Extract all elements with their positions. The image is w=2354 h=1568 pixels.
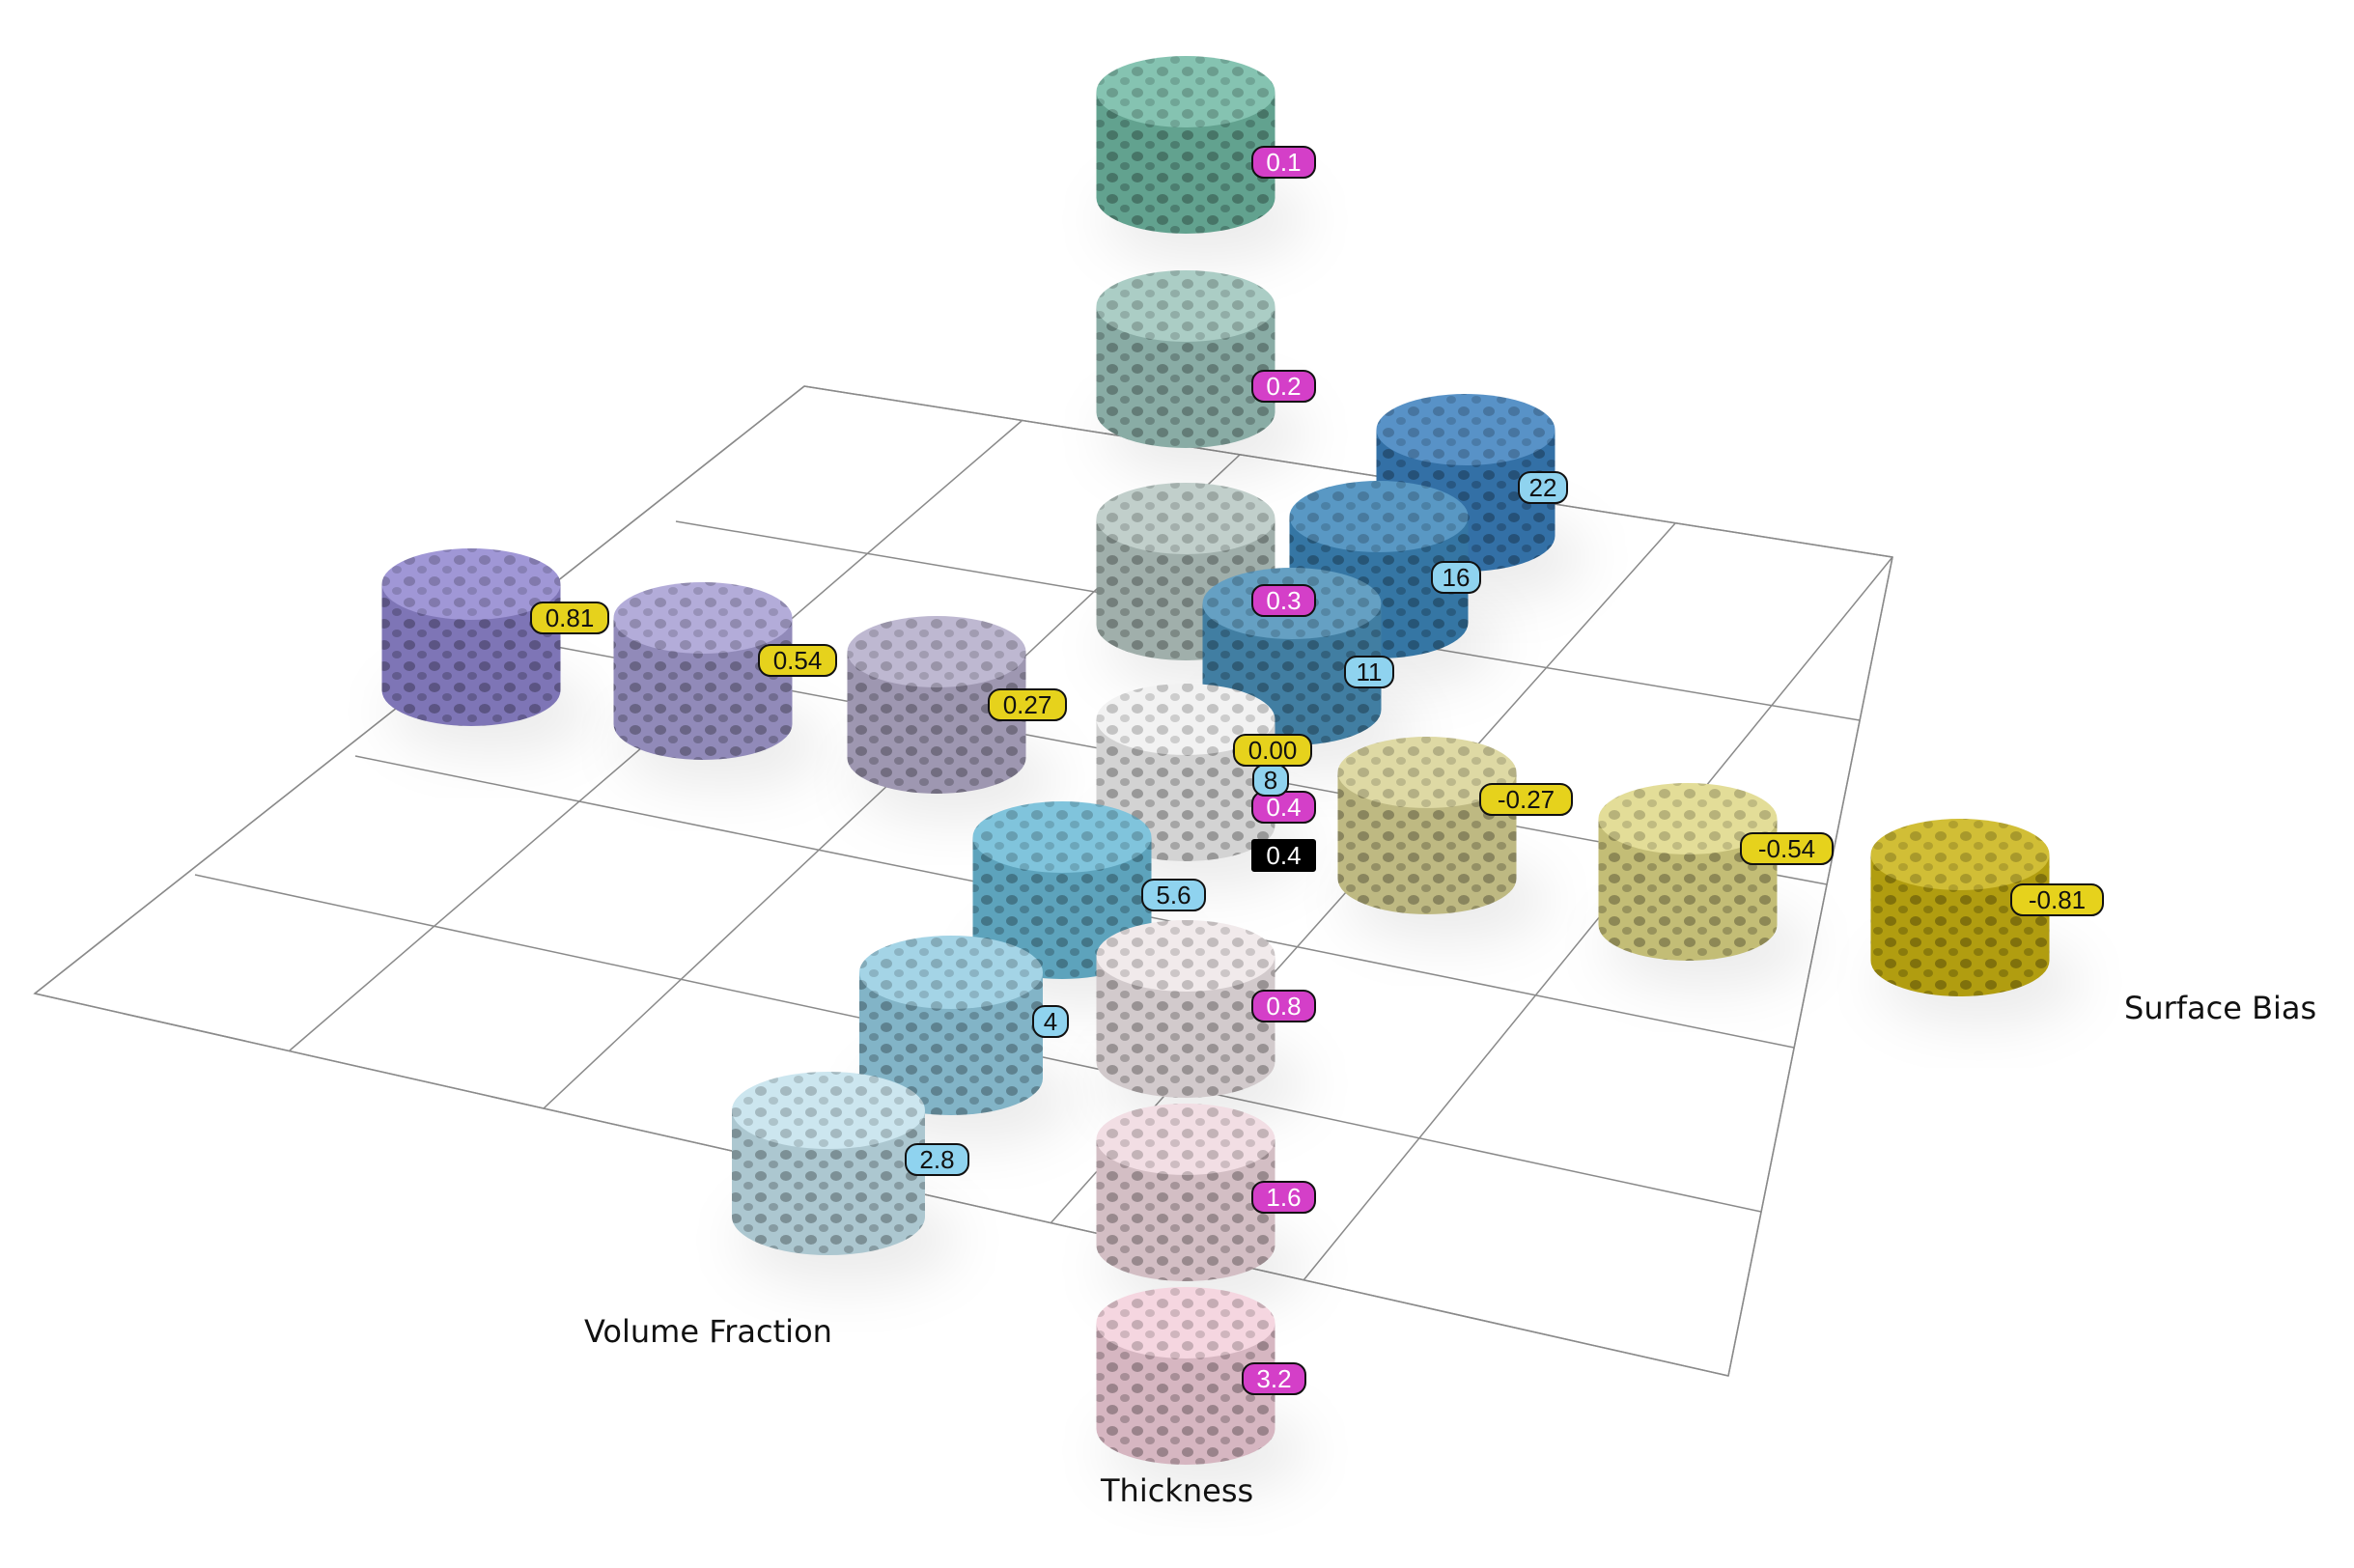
- cell-size-badge-2.8: 2.8: [905, 1143, 969, 1176]
- cell-size-badge-4-text: 4: [1044, 1007, 1057, 1036]
- sample-surface-bias-0.27: [847, 616, 1059, 823]
- surface-bias-badge--0.54: -0.54: [1740, 832, 1834, 865]
- surface-bias-badge--0.54-text: -0.54: [1758, 834, 1815, 863]
- samples-layer: [381, 56, 2083, 1494]
- cell-size-badge-22-text: 22: [1529, 473, 1557, 502]
- thickness-badge-0.8-text: 0.8: [1266, 992, 1301, 1021]
- sample-thickness-0.8: [1096, 920, 1308, 1127]
- sample-surface-bias-0.54: [613, 582, 826, 789]
- center-badge-text: 0.4: [1266, 841, 1301, 870]
- thickness-badge-0.3-text: 0.3: [1266, 586, 1301, 615]
- axis-label-thickness: Thickness: [1100, 1472, 1253, 1509]
- cell-size-badge-11: 11: [1344, 656, 1394, 688]
- cell-size-badge-5.6-text: 5.6: [1156, 881, 1191, 910]
- axis-label-surface-bias: Surface Bias: [2124, 990, 2316, 1026]
- sample-cell-size-2.8: [732, 1072, 959, 1286]
- cell-size-badge-11-text: 11: [1357, 658, 1383, 686]
- cell-size-badge-4: 4: [1032, 1005, 1069, 1038]
- surface-bias-badge--0.81: -0.81: [2010, 883, 2104, 916]
- thickness-badge-0.4-text: 0.4: [1266, 793, 1301, 822]
- sample-surface-bias--0.81: [1870, 819, 2083, 1025]
- sample-surface-bias--0.54: [1598, 783, 1810, 990]
- cell-size-badge-16-text: 16: [1443, 563, 1471, 592]
- sample-surface-bias-0.81: [381, 548, 594, 755]
- thickness-badge-0.2: 0.2: [1251, 370, 1316, 403]
- surface-bias-badge--0.81-text: -0.81: [2029, 885, 2086, 914]
- thickness-badge-1.6-text: 1.6: [1266, 1183, 1301, 1212]
- thickness-badge-0.1-text: 0.1: [1266, 148, 1301, 177]
- surface-bias-badge-0.27: 0.27: [988, 688, 1067, 721]
- surface-bias-badge-0.27-text: 0.27: [1003, 690, 1052, 719]
- thickness-badge-0.2-text: 0.2: [1266, 372, 1301, 401]
- sample-cell-size-16: [1289, 481, 1501, 687]
- thickness-badge-0.4: 0.4: [1251, 791, 1316, 824]
- surface-bias-badge-0.81-text: 0.81: [546, 603, 595, 632]
- thickness-badge-0.3: 0.3: [1251, 584, 1316, 617]
- thickness-badge-3.2-text: 3.2: [1256, 1364, 1291, 1393]
- sample-thickness-3.2: [1096, 1287, 1308, 1494]
- cell-size-badge-2.8-text: 2.8: [919, 1145, 954, 1174]
- thickness-badge-3.2: 3.2: [1242, 1362, 1306, 1395]
- thickness-badge-1.6: 1.6: [1251, 1181, 1316, 1214]
- surface-bias-badge-0.00: 0.00: [1233, 734, 1312, 767]
- sample-thickness-0.2: [1096, 270, 1308, 477]
- thickness-badge-0.1: 0.1: [1251, 146, 1316, 179]
- cell-size-badge-8-text: 8: [1264, 766, 1277, 795]
- surface-bias-badge-0.54-text: 0.54: [773, 646, 823, 675]
- surface-bias-badge--0.27-text: -0.27: [1498, 785, 1555, 814]
- surface-bias-badge-0.81: 0.81: [530, 602, 609, 634]
- cell-size-badge-22: 22: [1518, 471, 1568, 504]
- sample-thickness-1.6: [1096, 1104, 1308, 1310]
- sample-thickness-0.1: [1096, 56, 1308, 263]
- labels-layer: 0.1 0.2 0.3 0.4 0.8 1.6 3.2 22 16 11 8 5.6 4 2.8 0.81 0…: [530, 146, 2104, 1395]
- surface-bias-badge--0.27: -0.27: [1479, 783, 1573, 816]
- sample-surface-bias--0.27: [1337, 737, 1550, 943]
- cell-size-badge-16: 16: [1431, 561, 1481, 594]
- axis-label-volume-fraction: Volume Fraction: [584, 1313, 832, 1350]
- cell-size-badge-5.6: 5.6: [1141, 879, 1206, 911]
- surface-bias-badge-0.54: 0.54: [758, 644, 837, 677]
- surface-bias-badge-0.00-text: 0.00: [1248, 736, 1298, 765]
- thickness-badge-0.8: 0.8: [1251, 990, 1316, 1022]
- cell-size-badge-8: 8: [1252, 764, 1289, 797]
- center-badge: 0.4: [1251, 839, 1316, 872]
